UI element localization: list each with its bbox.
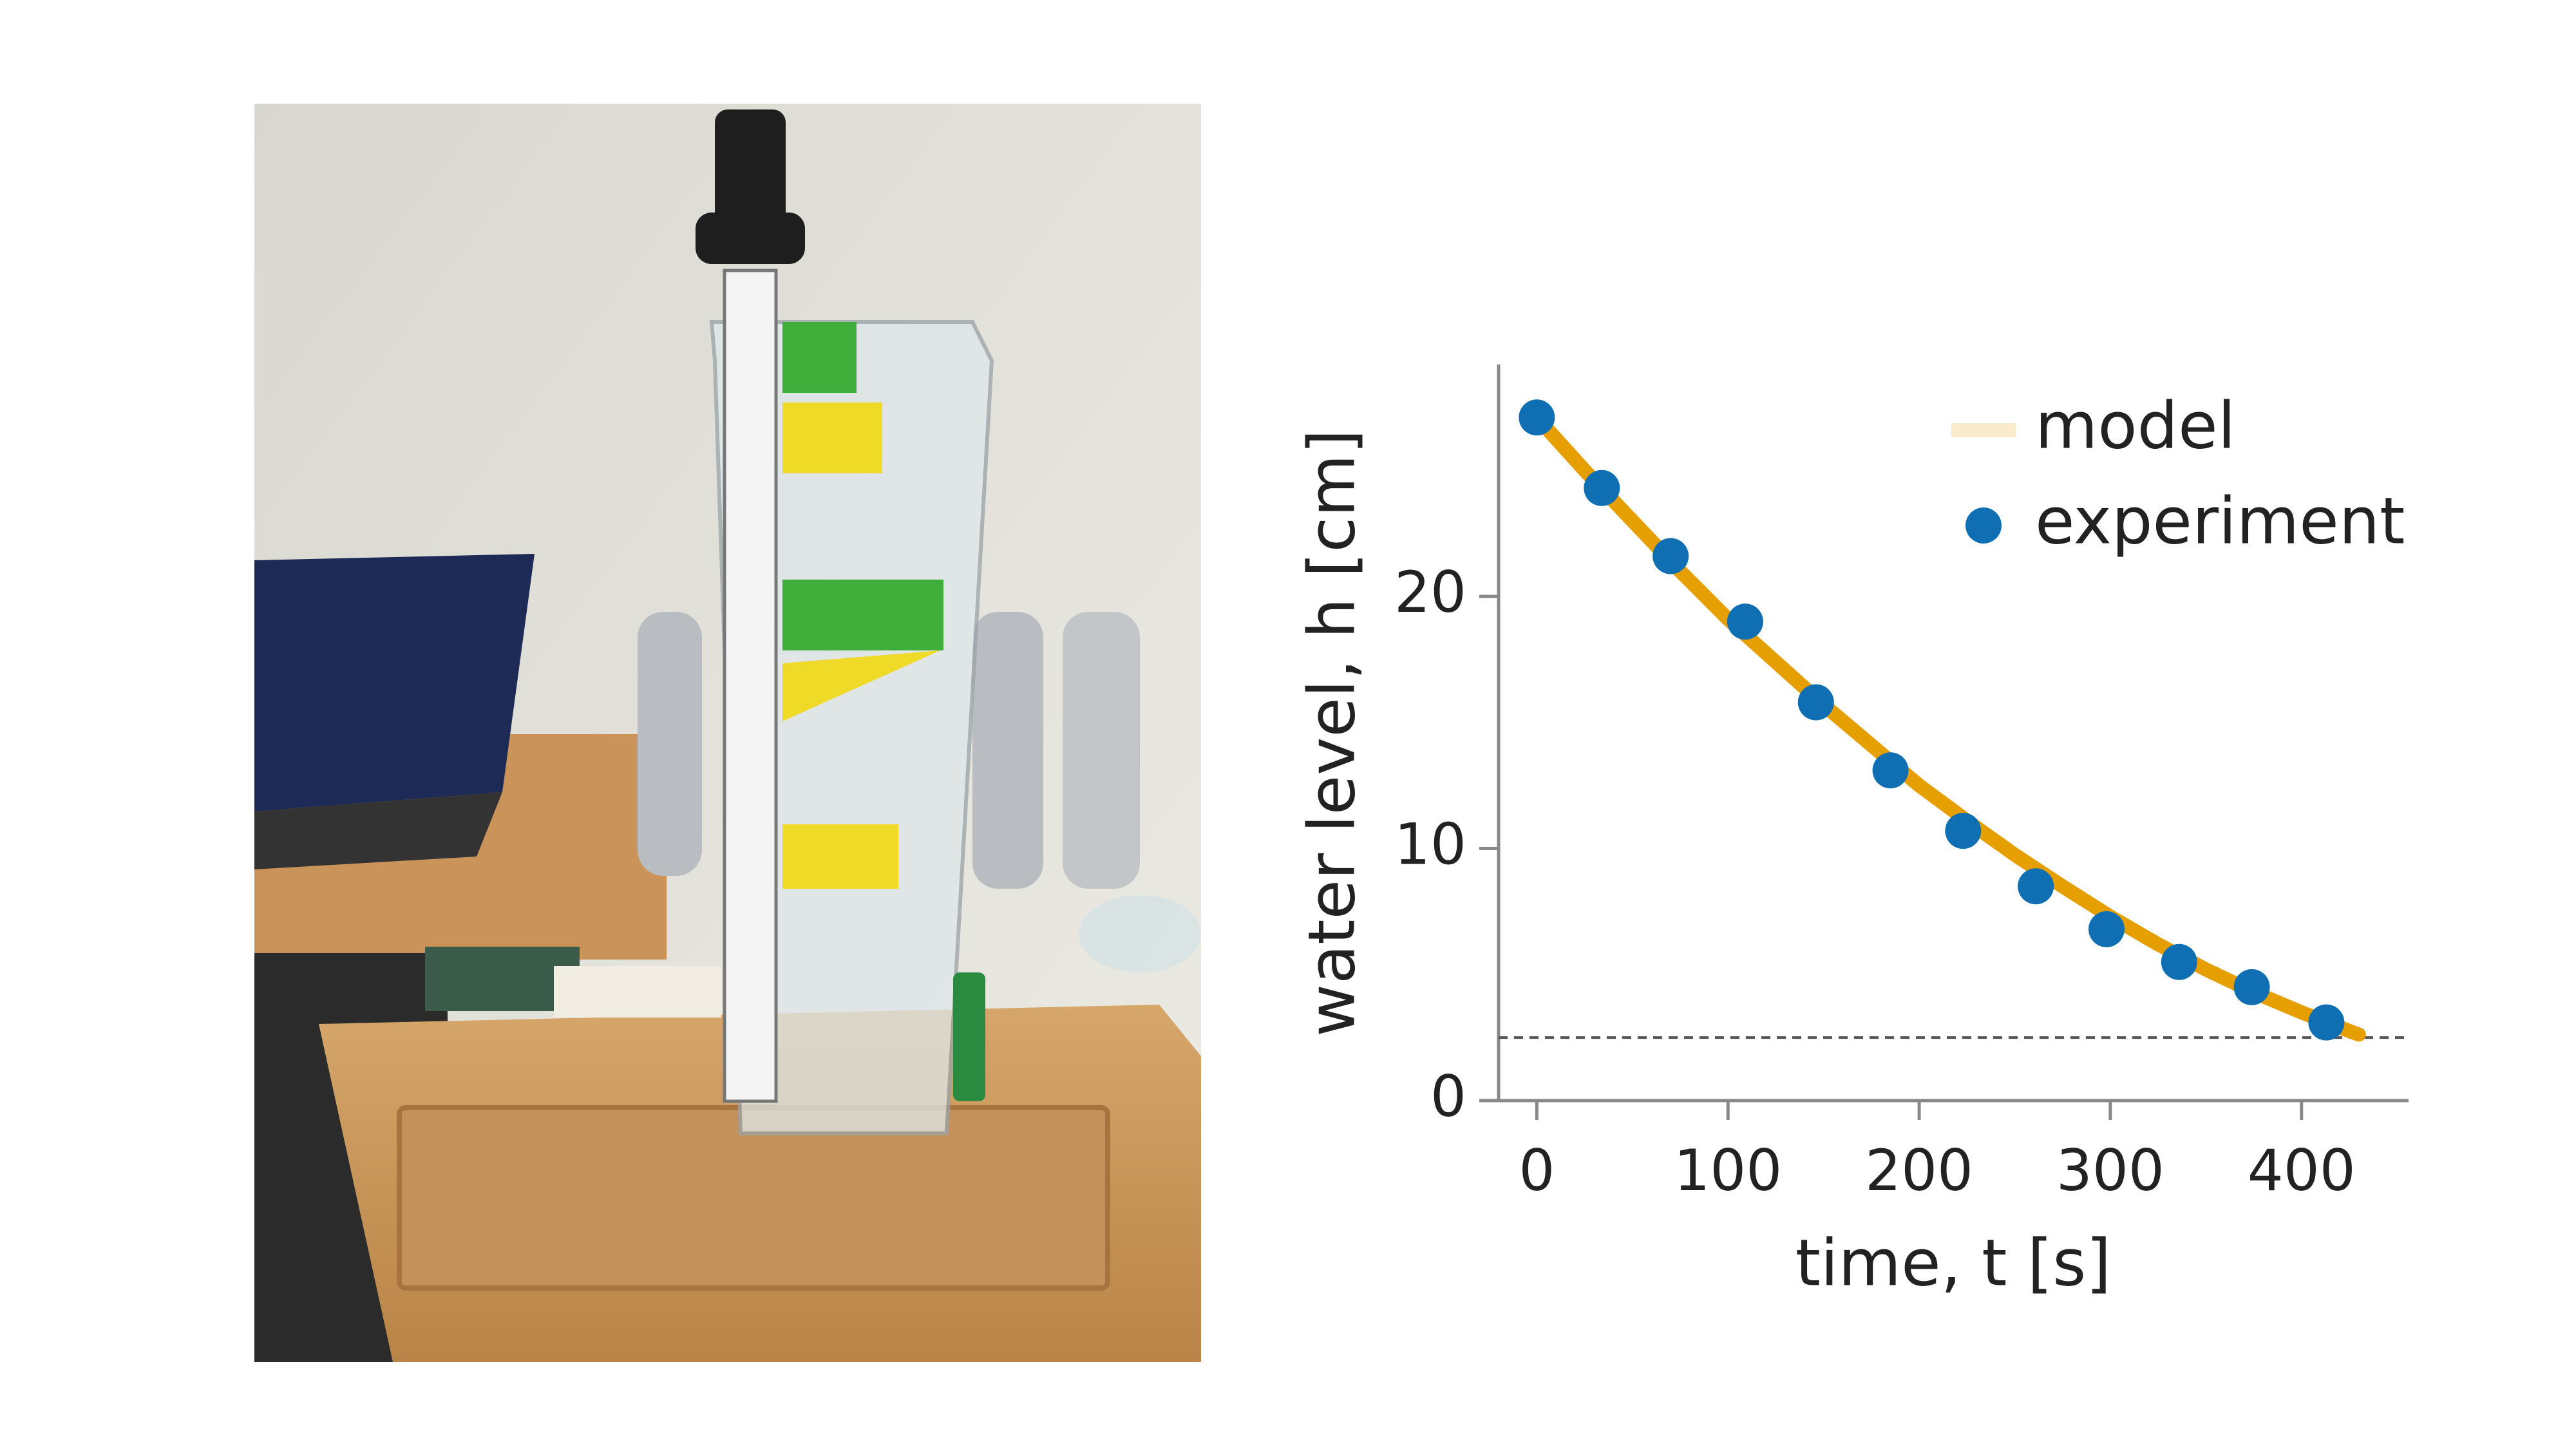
sensor-mount — [696, 213, 805, 264]
legend-label: model — [2035, 388, 2235, 463]
data-point — [2161, 943, 2197, 980]
breadboard — [554, 966, 721, 1018]
tape-green — [782, 322, 857, 393]
bottle — [1063, 612, 1140, 889]
tape-yellow — [782, 824, 898, 889]
water-tank — [709, 320, 994, 1135]
data-point — [1797, 684, 1834, 721]
legend-label: experiment — [2035, 483, 2405, 558]
data-point — [1584, 469, 1620, 506]
marker-pen — [953, 972, 985, 1101]
data-point — [1945, 813, 1982, 849]
x-tick-label: 100 — [1674, 1137, 1782, 1204]
setup-photo — [254, 104, 1201, 1362]
x-tick-label: 300 — [2056, 1137, 2164, 1204]
bottle — [972, 612, 1043, 889]
y-tick-label: 0 — [1430, 1063, 1466, 1130]
data-point — [1727, 603, 1763, 640]
data-point — [1519, 399, 1555, 436]
bottle — [638, 612, 702, 876]
bowl — [1079, 895, 1201, 972]
laptop-base — [254, 792, 502, 869]
y-tick-label: 20 — [1394, 559, 1466, 625]
y-axis-label: water level, h [cm] — [1294, 429, 1369, 1037]
data-point — [2308, 1004, 2345, 1041]
tape-green — [782, 580, 943, 650]
legend-swatch — [1965, 507, 2002, 544]
x-tick-label: 400 — [2248, 1137, 2356, 1204]
data-point — [2088, 911, 2125, 947]
x-tick-label: 200 — [1865, 1137, 1973, 1204]
etape-sensor — [723, 269, 778, 1103]
tape-yellow — [782, 650, 940, 721]
laptop-screen — [254, 554, 535, 811]
data-point — [1653, 538, 1689, 574]
x-tick-label: 0 — [1519, 1137, 1555, 1204]
data-point — [2018, 868, 2054, 905]
tape-yellow — [782, 402, 882, 473]
sensor-cap — [715, 109, 786, 238]
x-axis-label: time, t [s] — [1795, 1225, 2112, 1300]
y-tick-label: 10 — [1394, 811, 1466, 877]
data-point — [2233, 969, 2270, 1005]
data-point — [1872, 752, 1909, 789]
